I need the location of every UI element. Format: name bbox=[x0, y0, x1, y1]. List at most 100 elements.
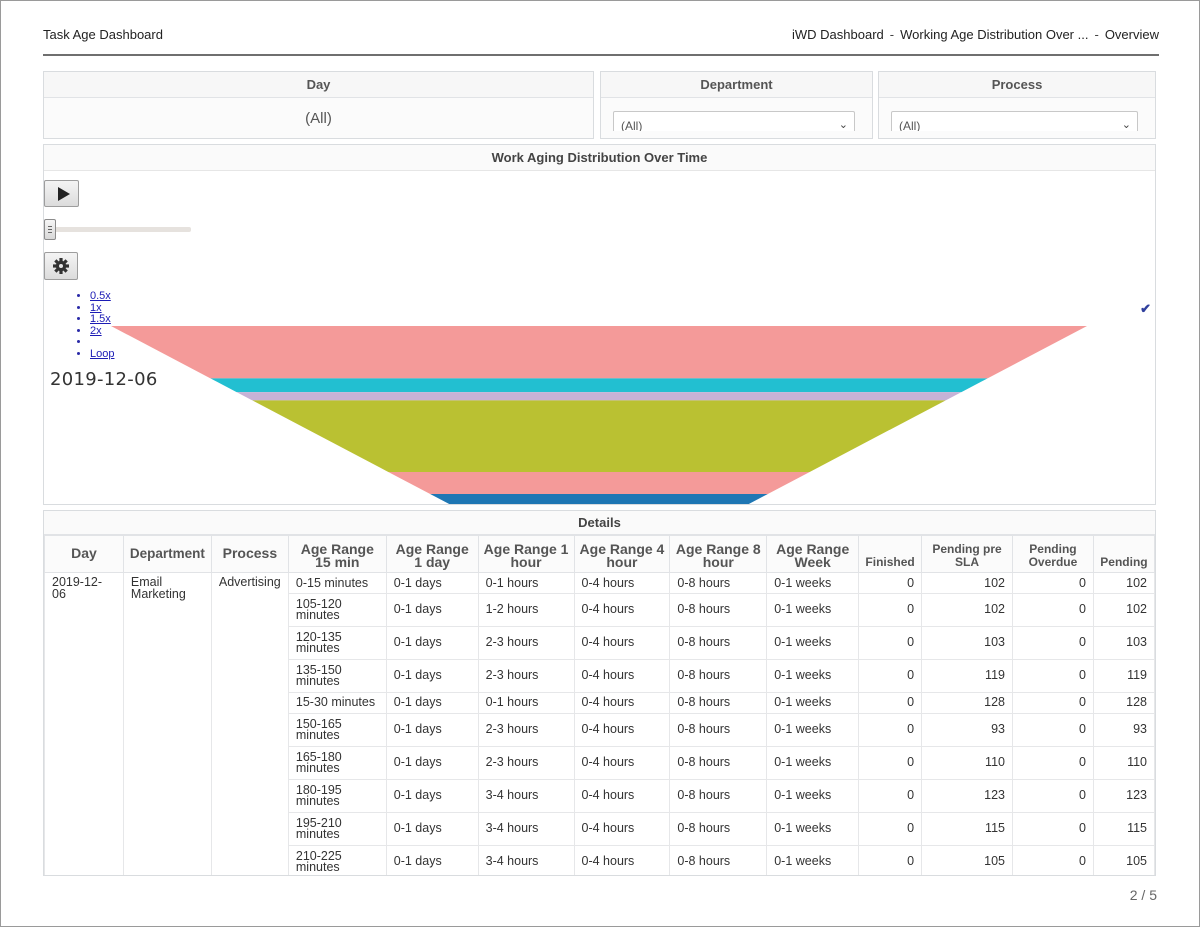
column-header[interactable]: Age Range 1 hour bbox=[477, 535, 575, 573]
table-cell: 1-2 hours bbox=[477, 593, 575, 627]
day-filter-value[interactable]: (All) bbox=[305, 110, 332, 127]
breadcrumb: iWD Dashboard - Working Age Distribution O… bbox=[792, 27, 1159, 42]
process-filter-panel: Process (All) ⌄ bbox=[878, 71, 1156, 139]
app-title: Task Age Dashboard bbox=[43, 27, 163, 42]
group-cell-day: 2019-12-06 bbox=[44, 572, 124, 875]
table-cell: 0-1 weeks bbox=[766, 812, 860, 846]
table-cell: 150-165 minutes bbox=[287, 713, 387, 747]
breadcrumb-item-dashboard[interactable]: iWD Dashboard bbox=[792, 27, 884, 42]
speed-option[interactable]: 0.5x bbox=[90, 290, 114, 303]
loop-option[interactable]: Loop bbox=[90, 348, 114, 361]
table-cell: 0 bbox=[1011, 812, 1094, 846]
table-cell: 0-4 hours bbox=[573, 845, 671, 875]
table-cell: 0 bbox=[1011, 572, 1094, 594]
department-filter-label: Department bbox=[601, 72, 872, 98]
table-cell: 0-1 days bbox=[385, 692, 479, 714]
table-cell: 128 bbox=[921, 692, 1013, 714]
table-cell: 0-1 weeks bbox=[766, 626, 860, 660]
chart-title: Work Aging Distribution Over Time bbox=[44, 145, 1155, 171]
column-header[interactable]: Age Range Week bbox=[766, 535, 860, 573]
table-cell: 0-1 weeks bbox=[766, 845, 860, 875]
table-cell: 0 bbox=[858, 593, 923, 627]
column-header[interactable]: Finished bbox=[858, 535, 923, 573]
table-cell: 2-3 hours bbox=[477, 659, 575, 693]
table-cell: 0-8 hours bbox=[669, 812, 768, 846]
funnel-chart bbox=[111, 326, 1087, 505]
funnel-segment[interactable] bbox=[430, 493, 768, 505]
table-cell: 0-1 days bbox=[385, 713, 479, 747]
table-cell: 2-3 hours bbox=[477, 713, 575, 747]
table-cell: 0-4 hours bbox=[573, 713, 671, 747]
funnel-segment[interactable] bbox=[388, 471, 810, 494]
department-select[interactable]: (All) ⌄ bbox=[613, 111, 855, 131]
table-cell: 0 bbox=[858, 713, 923, 747]
table-cell: 102 bbox=[921, 593, 1013, 627]
table-row: 165-180 minutes 0-1 days 2-3 hours 0-4 hour… bbox=[45, 746, 1155, 780]
table-cell: 0-1 days bbox=[385, 812, 479, 846]
details-table: Day Department Process Age Range 15 min … bbox=[44, 535, 1155, 875]
speed-menu: 0.5x 1x 1.5x 2x Loop bbox=[78, 290, 114, 361]
table-cell: 3-4 hours bbox=[477, 779, 575, 813]
table-cell: 0-1 hours bbox=[477, 692, 575, 714]
column-header[interactable]: Age Range 1 day bbox=[385, 535, 479, 573]
current-date-label: 2019-12-06 bbox=[50, 369, 158, 390]
table-cell: 105-120 minutes bbox=[287, 593, 387, 627]
funnel-segment[interactable] bbox=[236, 392, 962, 401]
timeline-slider-handle[interactable] bbox=[44, 219, 56, 240]
table-row: 210-225 minutes 0-1 days 3-4 hours 0-4 hour… bbox=[45, 845, 1155, 875]
play-button[interactable] bbox=[44, 180, 79, 207]
process-filter-label: Process bbox=[879, 72, 1155, 98]
column-header[interactable]: Age Range 15 min bbox=[287, 535, 387, 573]
chevron-down-icon: ⌄ bbox=[838, 119, 848, 131]
funnel-segment[interactable] bbox=[210, 378, 988, 393]
table-cell: 0 bbox=[858, 572, 923, 594]
table-cell: 102 bbox=[1092, 593, 1155, 627]
table-cell: 0 bbox=[1011, 692, 1094, 714]
process-select-value: (All) bbox=[899, 119, 921, 131]
funnel-segment[interactable] bbox=[111, 326, 1087, 379]
table-cell: 0-4 hours bbox=[573, 812, 671, 846]
table-cell: 0-8 hours bbox=[669, 746, 768, 780]
table-cell: 0 bbox=[858, 692, 923, 714]
table-cell: 0-8 hours bbox=[669, 779, 768, 813]
table-row: 195-210 minutes 0-1 days 3-4 hours 0-4 hour… bbox=[45, 812, 1155, 846]
breadcrumb-item-overview[interactable]: Overview bbox=[1104, 27, 1159, 42]
speed-option[interactable]: 2x bbox=[90, 325, 114, 338]
table-cell: 0-4 hours bbox=[573, 659, 671, 693]
day-filter-panel: Day (All) bbox=[43, 71, 594, 139]
table-cell: 0-1 hours bbox=[477, 572, 575, 594]
page-header: Task Age Dashboard iWD Dashboard - Working… bbox=[43, 26, 1159, 56]
group-cell-department: Email Marketing bbox=[122, 572, 212, 875]
column-header[interactable]: Pending Overdue bbox=[1011, 535, 1094, 573]
column-header[interactable]: Age Range 4 hour bbox=[573, 535, 671, 573]
table-cell: 0-1 days bbox=[385, 659, 479, 693]
column-header[interactable]: Department bbox=[122, 535, 212, 573]
table-cell: 0-8 hours bbox=[669, 845, 768, 875]
column-header[interactable]: Day bbox=[44, 535, 124, 573]
speed-option[interactable]: 1.5x bbox=[90, 313, 114, 326]
table-cell: 93 bbox=[921, 713, 1013, 747]
speed-option[interactable]: 1x bbox=[90, 302, 114, 315]
table-cell: 123 bbox=[1092, 779, 1155, 813]
column-header[interactable]: Pending bbox=[1092, 535, 1155, 573]
table-row: 180-195 minutes 0-1 days 3-4 hours 0-4 hour… bbox=[45, 779, 1155, 813]
group-cell-process: Advertising bbox=[210, 572, 289, 875]
column-header[interactable]: Age Range 8 hour bbox=[669, 535, 768, 573]
process-select[interactable]: (All) ⌄ bbox=[891, 111, 1138, 131]
timeline-slider-track[interactable] bbox=[48, 227, 191, 232]
breadcrumb-item-working-age[interactable]: Working Age Distribution Over ... bbox=[900, 27, 1089, 42]
settings-button[interactable] bbox=[44, 252, 78, 280]
table-cell: 0-1 days bbox=[385, 845, 479, 875]
table-row: 2019-12-06 Email Marketing Advertising 0-15… bbox=[44, 572, 1155, 875]
department-filter-panel: Department (All) ⌄ bbox=[600, 71, 873, 139]
funnel-segment[interactable] bbox=[252, 400, 946, 472]
table-cell: 123 bbox=[921, 779, 1013, 813]
table-cell: 0-1 weeks bbox=[766, 779, 860, 813]
table-cell: 0-1 weeks bbox=[766, 692, 860, 714]
table-cell: 0-4 hours bbox=[573, 779, 671, 813]
page-indicator: 2 / 5 bbox=[1129, 887, 1157, 903]
column-header[interactable]: Process bbox=[210, 535, 289, 573]
column-header[interactable]: Pending pre SLA bbox=[921, 535, 1013, 573]
chevron-down-icon: ⌄ bbox=[1121, 119, 1131, 131]
table-cell: 0-1 weeks bbox=[766, 659, 860, 693]
